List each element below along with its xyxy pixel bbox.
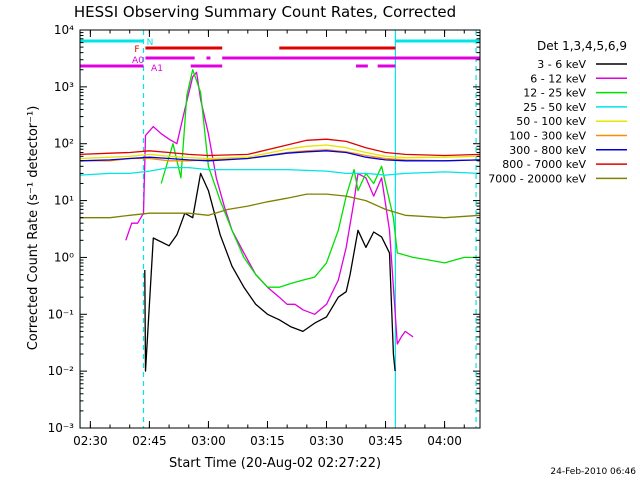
series-line-3 — [80, 166, 480, 176]
flag-label-n: N — [147, 38, 154, 48]
axes: 10⁻³ 10⁻² 10⁻¹ 10⁰ 10¹ 10² 10³ 10⁴ 02:30 02:45 03:… — [48, 23, 481, 448]
y-tick-label-5: 10² — [54, 137, 74, 151]
legend-label-0: 3 - 6 keV — [537, 58, 586, 71]
y-axis-label: Corrected Count Rate (s⁻¹ detector⁻¹) — [26, 106, 41, 351]
x-tick-label-4: 03:30 — [309, 434, 344, 448]
legend-title: Det 1,3,4,5,6,9 — [537, 39, 627, 53]
series-line-5 — [80, 149, 480, 162]
x-tick-label-0: 02:30 — [73, 434, 108, 448]
y-tick-label-3: 10⁰ — [54, 250, 74, 264]
y-tick-label-7: 10⁴ — [54, 23, 74, 37]
x-tick-label-3: 03:15 — [250, 434, 285, 448]
series-line-7 — [80, 138, 480, 157]
legend-label-2: 12 - 25 keV — [523, 87, 586, 100]
series-line-4 — [80, 144, 480, 160]
legend-label-4: 50 - 100 keV — [516, 115, 586, 128]
legend-label-6: 300 - 800 keV — [509, 144, 586, 157]
series-line-0 — [144, 172, 396, 372]
plot-frame — [79, 29, 481, 429]
x-tick-label-2: 03:00 — [191, 434, 226, 448]
series-line-6 — [80, 150, 480, 162]
flag-label-a1: A1 — [151, 64, 163, 74]
legend-label-5: 100 - 300 keV — [509, 130, 586, 143]
chart-title: HESSI Observing Summary Count Rates, Cor… — [74, 3, 456, 21]
y-tick-label-6: 10³ — [54, 80, 74, 94]
x-tick-label-6: 04:00 — [427, 434, 462, 448]
series-line-8 — [80, 193, 480, 219]
legend-label-8: 7000 - 20000 keV — [488, 172, 586, 185]
y-tick-label-0: 10⁻³ — [48, 421, 75, 435]
legend-label-1: 6 - 12 keV — [530, 72, 586, 85]
x-tick-label-1: 02:45 — [132, 434, 167, 448]
x-axis-label: Start Time (20-Aug-02 02:27:22) — [169, 456, 381, 471]
series-line-1 — [125, 71, 414, 345]
footer-timestamp: 24-Feb-2010 06:46 — [550, 467, 636, 477]
flag-label-f: F — [134, 45, 139, 55]
y-tick-label-1: 10⁻² — [48, 364, 75, 378]
series-line-2 — [160, 69, 480, 288]
y-tick-label-2: 10⁻¹ — [48, 307, 75, 321]
y-tick-label-4: 10¹ — [54, 194, 74, 208]
legend-label-3: 25 - 50 keV — [523, 101, 586, 114]
flag-label-a0: A0 — [132, 56, 144, 66]
legend-label-7: 800 - 7000 keV — [502, 158, 586, 171]
plot-area — [80, 30, 480, 428]
x-tick-label-5: 03:45 — [368, 434, 403, 448]
